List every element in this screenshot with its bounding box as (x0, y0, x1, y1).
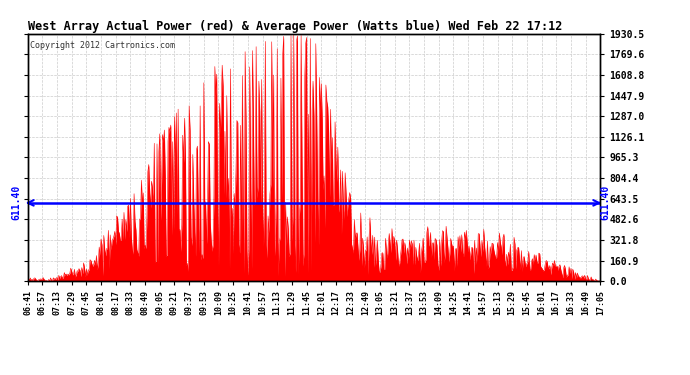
Text: 611.40: 611.40 (600, 185, 610, 220)
Text: 611.40: 611.40 (12, 185, 22, 220)
Text: Copyright 2012 Cartronics.com: Copyright 2012 Cartronics.com (30, 41, 175, 50)
Text: West Array Actual Power (red) & Average Power (Watts blue) Wed Feb 22 17:12: West Array Actual Power (red) & Average … (28, 20, 562, 33)
